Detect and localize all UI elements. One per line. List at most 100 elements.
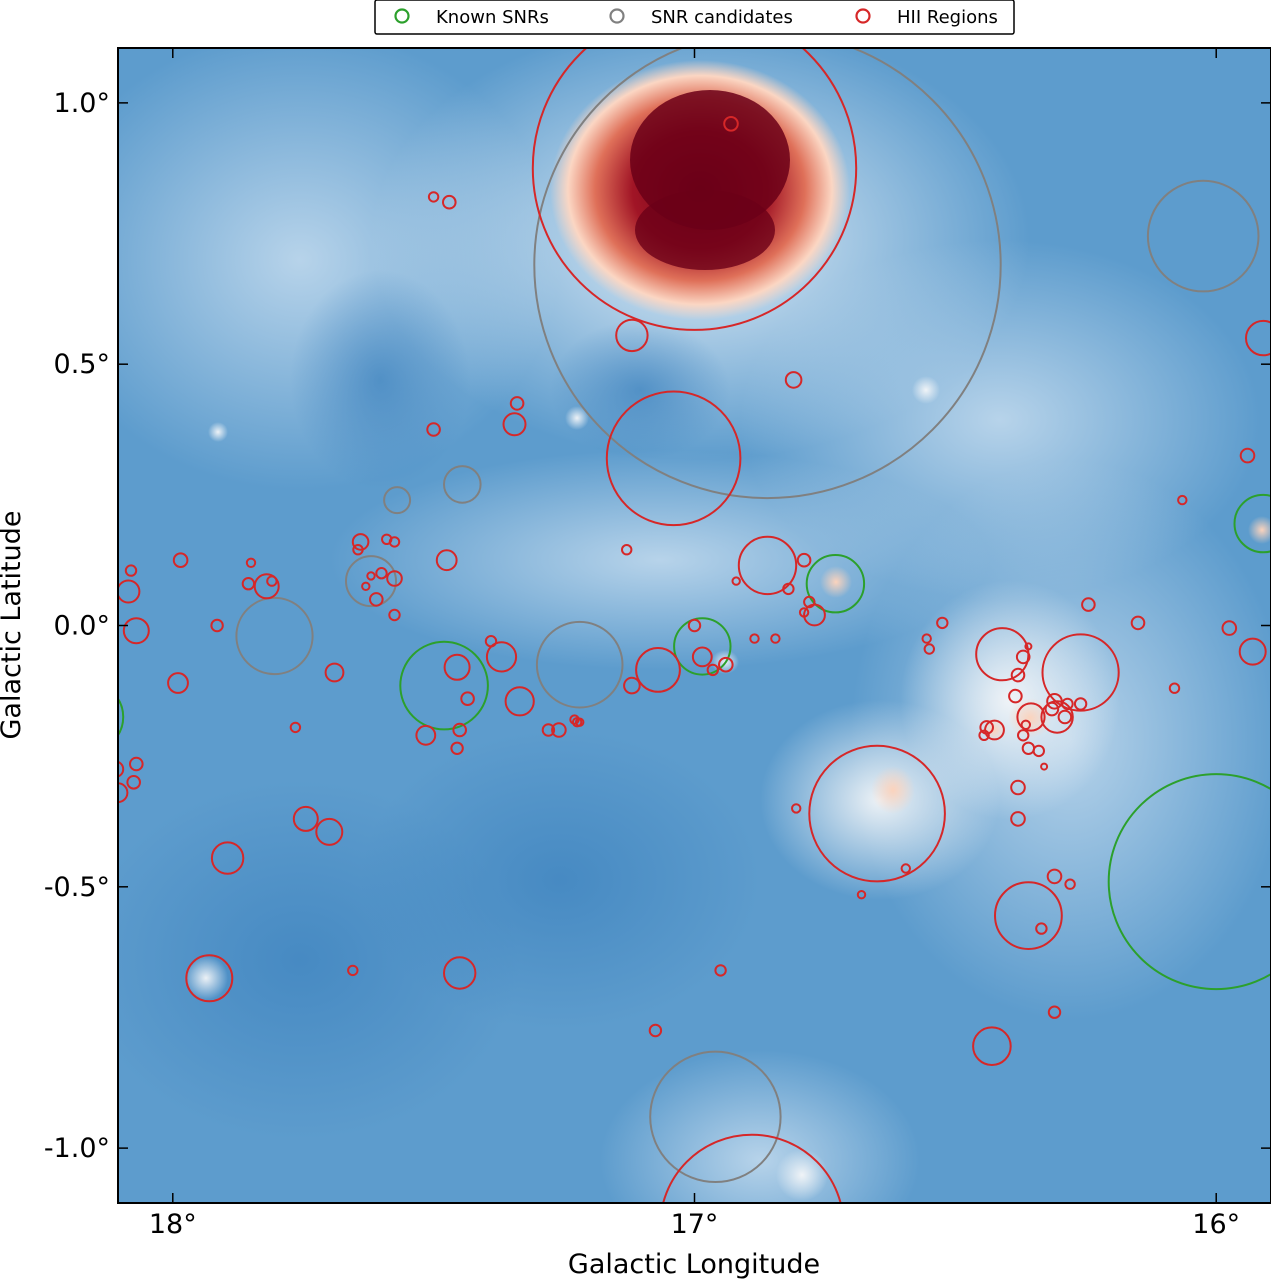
hii-regions-circle	[714, 964, 727, 977]
known-snrs-circle	[118, 697, 125, 737]
known-snrs-circle	[805, 554, 866, 614]
hii-regions-circle	[1046, 868, 1063, 885]
hii-regions-circle	[442, 194, 457, 210]
hii-regions-circle	[124, 564, 138, 577]
hii-regions-circle	[737, 535, 798, 596]
hii-regions-circle	[1041, 633, 1120, 712]
hii-regions-circle	[1046, 693, 1063, 710]
hii-regions-circle	[253, 573, 280, 600]
hii-regions-circle	[798, 607, 810, 618]
hii-regions-circle	[315, 817, 344, 846]
snr-candidates-circle	[649, 1050, 782, 1184]
hii-regions-circle	[551, 722, 567, 738]
hii-regions-circle	[784, 371, 803, 389]
hii-regions-circle	[415, 724, 437, 746]
hii-regions-circle	[509, 396, 525, 411]
hii-regions-circle	[185, 954, 234, 1003]
hii-regions-circle	[615, 318, 649, 353]
snr-candidates-circle	[345, 555, 397, 608]
hii-regions-circle	[1008, 688, 1023, 704]
snr-candidates-circle	[443, 465, 482, 504]
hii-regions-circle	[662, 1133, 842, 1203]
hii-regions-circle	[1130, 615, 1146, 631]
hii-regions-circle	[172, 552, 189, 569]
hii-regions-circle	[1168, 682, 1181, 694]
y-tick-label: -1.0°	[44, 1133, 110, 1164]
hii-regions-circle	[126, 775, 141, 790]
hii-regions-circle	[1221, 620, 1238, 636]
hii-regions-circle	[502, 412, 527, 437]
hii-regions-circle	[1017, 729, 1030, 742]
hii-regions-circle	[485, 641, 518, 673]
hii-regions-circle	[241, 577, 256, 591]
series-known-snrs	[118, 493, 1271, 991]
hii-regions-circle	[1081, 597, 1096, 612]
axis-ticks: 18° 17° 16° 1.0° 0.5° 0.0° -0.5° -1.0°	[44, 48, 1271, 1240]
legend-marker-hii-regions	[855, 8, 871, 24]
y-tick-label: 1.0°	[54, 88, 110, 119]
hii-regions-circle	[972, 1026, 1012, 1066]
hii-regions-circle	[1032, 744, 1046, 758]
hii-regions-circle	[1245, 319, 1271, 357]
hii-regions-circle	[731, 576, 741, 586]
snr-candidates-circle	[533, 48, 1002, 500]
region-markers	[118, 48, 1271, 1203]
hii-regions-circle	[386, 570, 403, 587]
y-tick-label: -0.5°	[44, 872, 110, 903]
hii-regions-circle	[266, 575, 278, 587]
hii-regions-circle	[366, 571, 376, 581]
hii-regions-circle	[450, 741, 464, 755]
hii-regions-circle	[1057, 709, 1073, 725]
snr-candidates-circle	[383, 486, 412, 515]
hii-regions-circle	[706, 663, 719, 677]
hii-regions-circle	[635, 647, 681, 693]
hii-regions-circle	[435, 549, 458, 572]
intensity-map	[118, 48, 1271, 1203]
hii-regions-circle	[803, 603, 826, 627]
hii-regions-circle	[791, 803, 802, 814]
legend-label-known-snrs: Known SNRs	[436, 7, 549, 28]
hii-regions-circle	[856, 890, 867, 900]
hii-regions-circle	[381, 533, 393, 545]
hii-regions-circle	[375, 567, 388, 580]
hii-regions-circle	[803, 595, 816, 609]
x-axis-label: Galactic Longitude	[568, 1249, 820, 1279]
x-tick-label: 18°	[149, 1209, 197, 1240]
hii-regions-circle	[936, 616, 949, 630]
hii-regions-circle	[808, 744, 946, 883]
hii-regions-circle	[1015, 649, 1031, 665]
hii-regions-circle	[1040, 762, 1049, 771]
hii-regions-circle	[352, 544, 364, 556]
hii-regions-circle	[1024, 642, 1033, 651]
y-tick-label: 0.5°	[54, 349, 110, 380]
hii-regions-circle	[460, 691, 475, 707]
hii-regions-circle	[484, 635, 498, 648]
hii-regions-circle	[361, 581, 371, 591]
hii-regions-circle	[427, 191, 440, 203]
hii-regions-circle	[994, 881, 1063, 950]
hii-regions-circle	[1064, 878, 1076, 890]
hii-regions-circle	[1010, 811, 1026, 827]
hii-regions-circle	[452, 722, 468, 738]
hii-regions-circle	[118, 760, 125, 778]
hii-regions-circle	[129, 756, 144, 772]
hii-regions-circle	[122, 617, 150, 645]
legend-box	[374, 0, 1015, 35]
y-tick-label: 0.0°	[54, 611, 110, 642]
hii-regions-circle	[324, 662, 345, 683]
hii-regions-circle	[921, 633, 932, 644]
hii-regions-circle	[245, 557, 257, 568]
series-hii-regions	[118, 48, 1271, 1203]
hii-regions-circle	[210, 618, 224, 633]
known-snrs-circle	[1233, 493, 1271, 554]
hii-regions-circle	[621, 544, 633, 556]
hii-regions-circle	[443, 653, 471, 681]
snr-candidates-circle	[235, 596, 314, 676]
hii-regions-circle	[984, 719, 1005, 741]
hii-regions-circle	[687, 618, 702, 633]
hii-regions-circle	[1238, 637, 1267, 666]
hii-regions-circle	[623, 676, 641, 695]
legend: Known SNRs SNR candidates HII Regions	[374, 0, 1015, 35]
hii-regions-circle	[292, 805, 319, 832]
